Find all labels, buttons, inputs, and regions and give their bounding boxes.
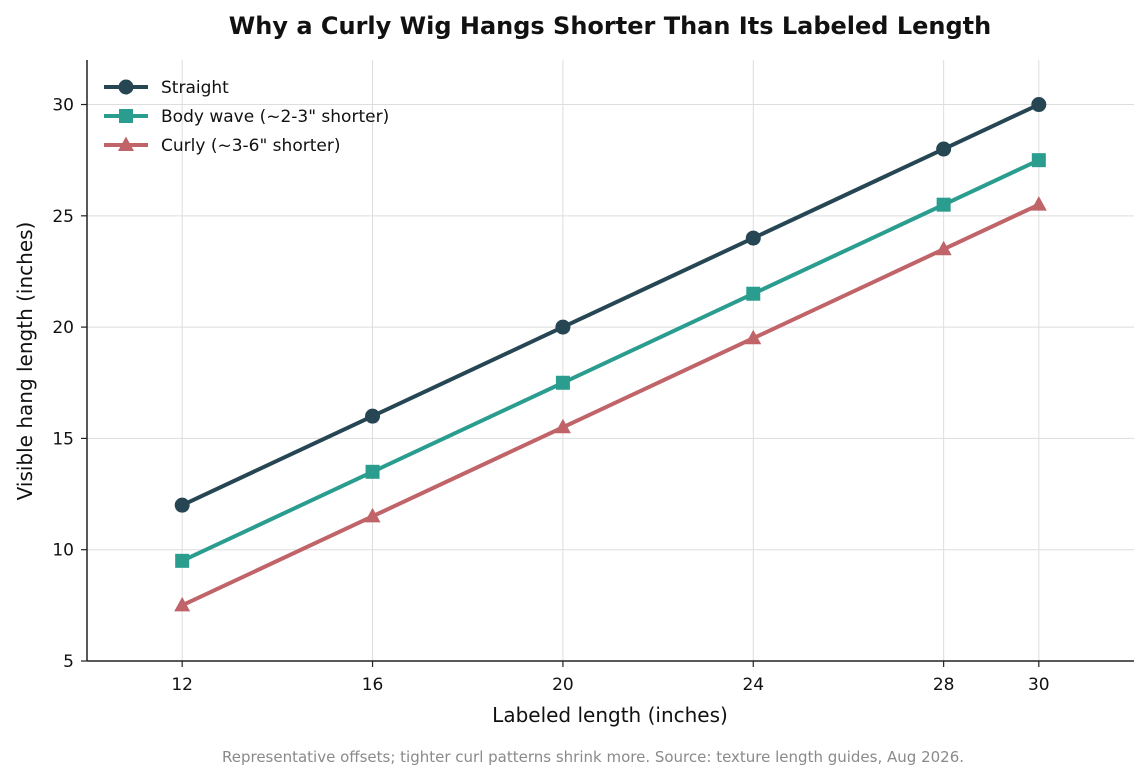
data-point (555, 319, 571, 335)
data-point (555, 375, 570, 390)
legend: Straight Body wave (~2-3" shorter) Curly (… (104, 78, 389, 156)
y-axis-label: Visible hang length (inches) (13, 222, 37, 501)
series-line (180, 202, 1041, 608)
data-point (1031, 97, 1047, 113)
data-point (935, 240, 952, 256)
y-tick-label: 30 (52, 96, 74, 116)
x-tick-label: 12 (171, 675, 193, 695)
series-square (175, 153, 1046, 568)
x-tick-label: 16 (362, 675, 384, 695)
data-point (554, 418, 571, 434)
y-tick-label: 20 (52, 318, 74, 338)
data-point (365, 408, 381, 424)
data-point (365, 464, 380, 479)
legend-label: Curly (~3-6" shorter) (161, 136, 340, 156)
x-tick-label: 24 (742, 675, 764, 695)
data-point (745, 329, 762, 345)
y-tick-label: 25 (52, 207, 74, 227)
tick-labels: 12 16 20 24 28 30 5 10 15 20 25 30 (52, 96, 1049, 695)
x-axis-label: Labeled length (inches) (492, 703, 728, 727)
x-tick-label: 30 (1028, 675, 1050, 695)
data-point (746, 286, 761, 301)
legend-marker (118, 136, 134, 151)
data-point (1030, 196, 1047, 211)
data-point (745, 230, 761, 246)
legend-marker (119, 109, 133, 123)
series-line (180, 102, 1041, 508)
legend-label: Body wave (~2-3" shorter) (161, 107, 389, 127)
series-circle (174, 97, 1047, 513)
data-point (174, 497, 190, 513)
data-point (1031, 153, 1046, 168)
x-tick-label: 20 (552, 675, 574, 695)
data-point (936, 197, 951, 212)
data-point (175, 553, 190, 568)
y-tick-label: 15 (52, 429, 74, 449)
chart-footnote: Representative offsets; tighter curl pat… (222, 748, 964, 766)
legend-label: Straight (161, 78, 229, 98)
data-point (174, 596, 191, 612)
series-triangle (174, 196, 1047, 612)
y-tick-label: 10 (52, 541, 74, 561)
legend-marker (118, 79, 134, 95)
data-point (936, 141, 952, 157)
axes (81, 60, 1134, 667)
series-line (180, 158, 1041, 563)
data-point (364, 507, 381, 523)
chart-title: Why a Curly Wig Hangs Shorter Than Its L… (229, 12, 991, 40)
data-series (174, 97, 1047, 612)
y-tick-label: 5 (63, 652, 74, 672)
x-tick-label: 28 (933, 675, 955, 695)
